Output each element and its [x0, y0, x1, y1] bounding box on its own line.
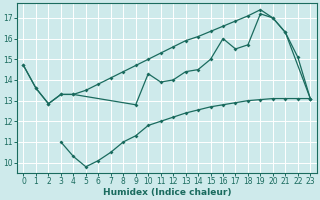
X-axis label: Humidex (Indice chaleur): Humidex (Indice chaleur): [103, 188, 231, 197]
